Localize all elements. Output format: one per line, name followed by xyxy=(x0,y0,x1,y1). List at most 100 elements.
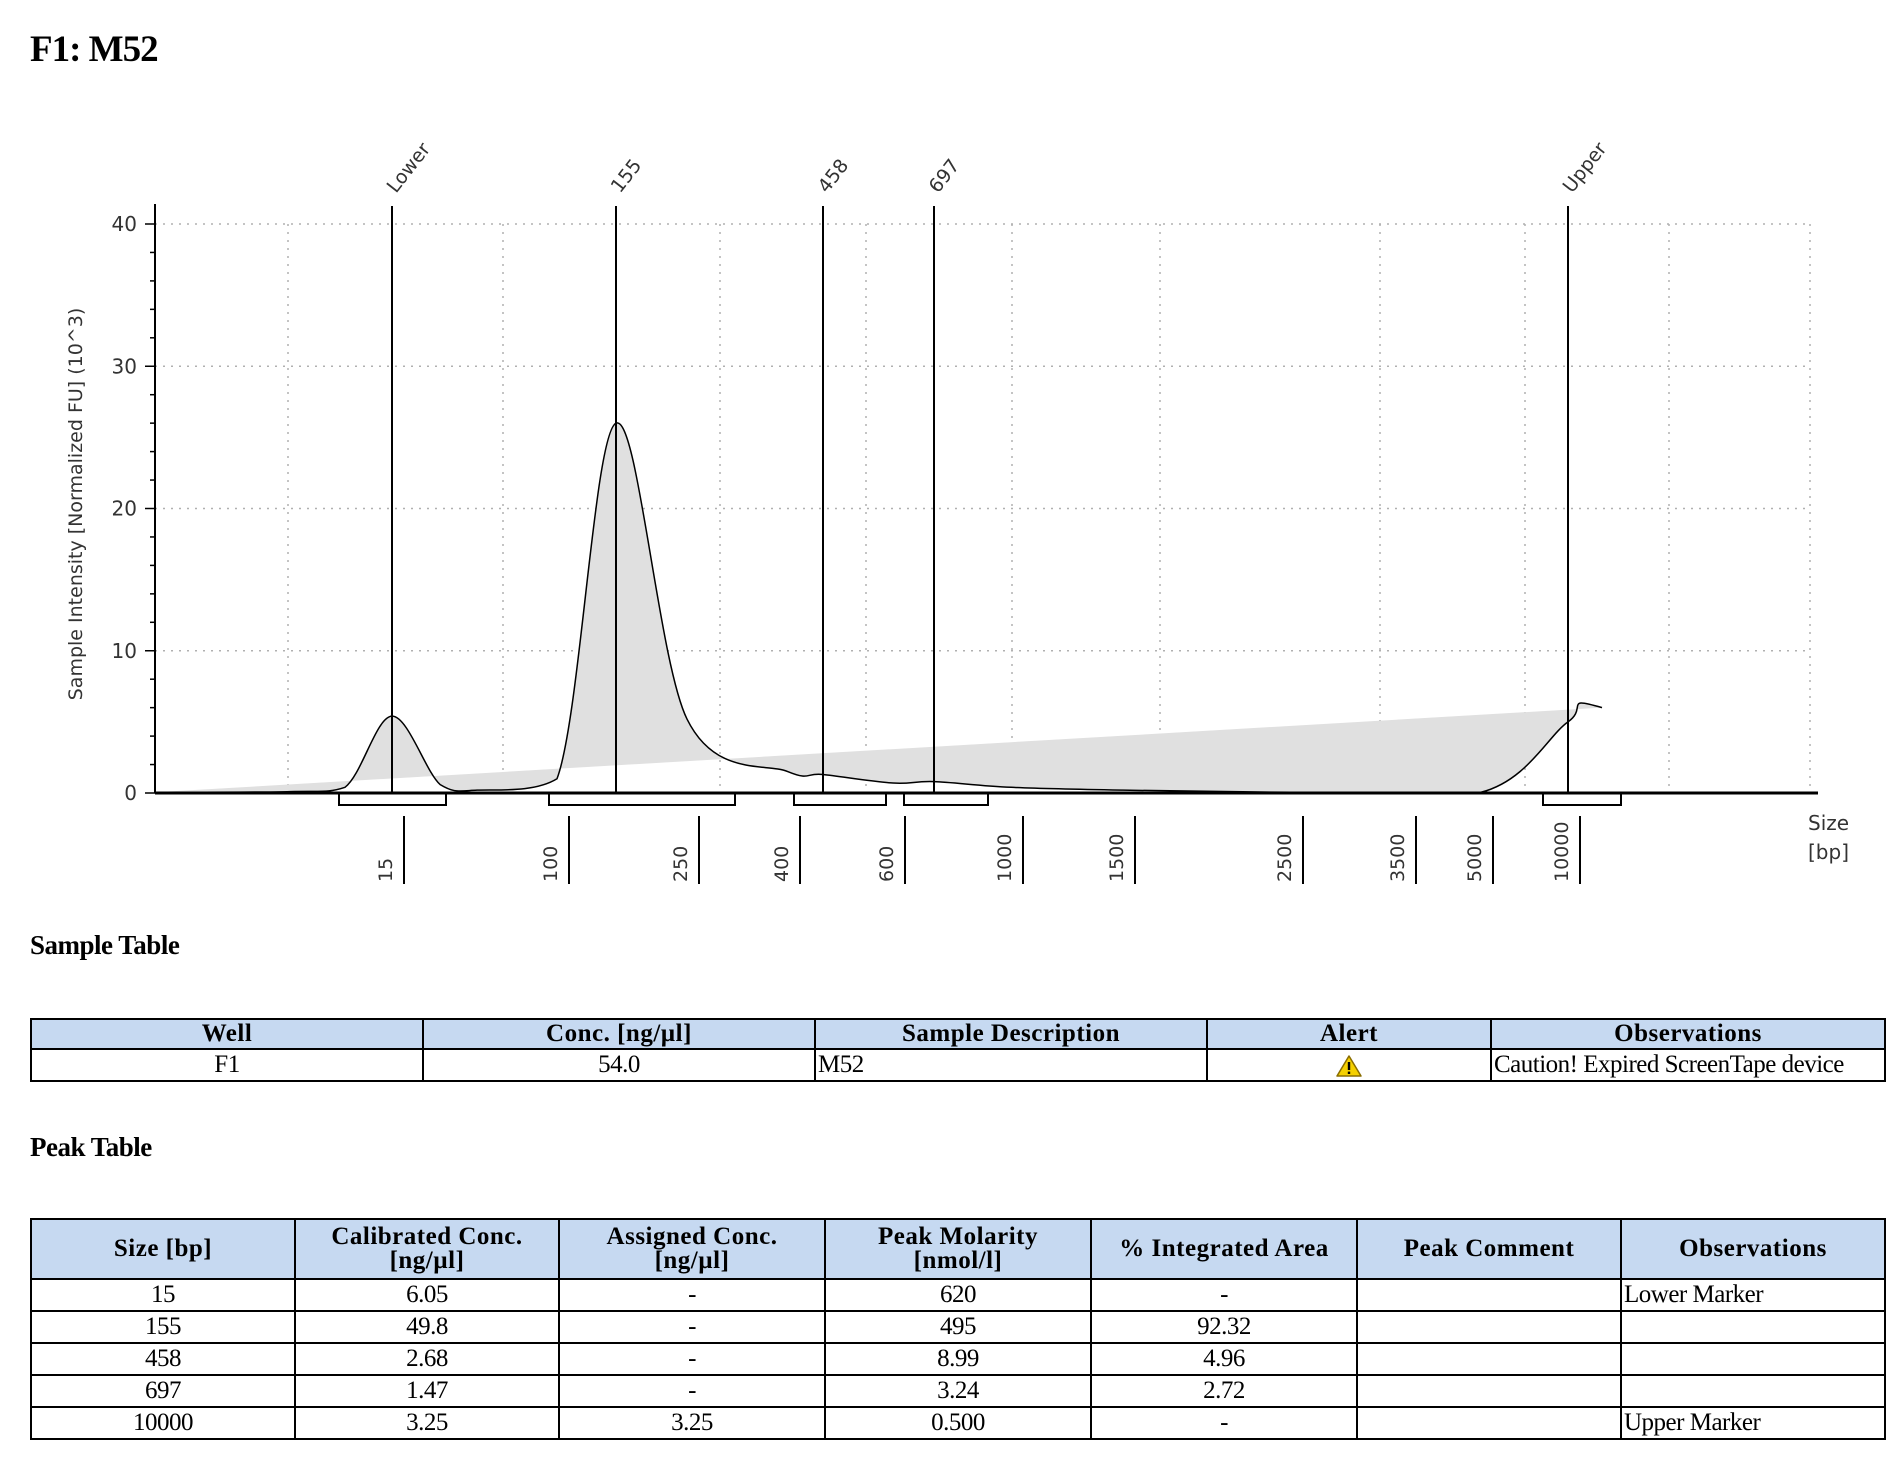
peak-header-comment: Peak Comment xyxy=(1356,1218,1622,1280)
table-row: 10000 3.25 3.25 0.500 - Upper Marker xyxy=(30,1406,1886,1440)
peak-header-calibrated-conc: Calibrated Conc. [ng/µl] xyxy=(294,1218,560,1280)
sample-table: Well Conc. [ng/µl] Sample Description Al… xyxy=(30,1018,1886,1082)
sample-header-well: Well xyxy=(30,1018,424,1050)
peak-size: 697 xyxy=(30,1374,296,1408)
peak-label: Lower xyxy=(383,139,435,198)
table-row: 458 2.68 - 8.99 4.96 xyxy=(30,1342,1886,1376)
peak-integrated-area: 4.96 xyxy=(1090,1342,1358,1376)
x-tick-label: 15 xyxy=(375,858,397,882)
peak-molarity: 0.500 xyxy=(824,1406,1092,1440)
peak-assigned-conc: - xyxy=(558,1374,826,1408)
peak-header-size: Size [bp] xyxy=(30,1218,296,1280)
table-row: F1 54.0 M52 Caution! Expired ScreenTape … xyxy=(30,1048,1886,1082)
x-tick-label: 100 xyxy=(540,846,562,882)
x-tick-label: 250 xyxy=(670,846,692,882)
peak-assigned-conc: - xyxy=(558,1342,826,1376)
sample-description: M52 xyxy=(814,1048,1208,1082)
peak-comment xyxy=(1356,1374,1622,1408)
sample-observations: Caution! Expired ScreenTape device xyxy=(1490,1048,1886,1082)
integration-bracket xyxy=(903,793,989,806)
peak-molarity: 620 xyxy=(824,1278,1092,1312)
page-title: F1: M52 xyxy=(30,29,159,70)
peak-molarity: 495 xyxy=(824,1310,1092,1344)
integration-bracket xyxy=(793,793,887,806)
peak-size: 458 xyxy=(30,1342,296,1376)
peak-molarity: 3.24 xyxy=(824,1374,1092,1408)
sample-header-conc: Conc. [ng/µl] xyxy=(422,1018,816,1050)
sample-header-description: Sample Description xyxy=(814,1018,1208,1050)
sample-table-title: Sample Table xyxy=(30,930,180,960)
table-row: 155 49.8 - 495 92.32 xyxy=(30,1310,1886,1344)
peak-table: Size [bp] Calibrated Conc. [ng/µl] Assign… xyxy=(30,1218,1886,1440)
peak-observations: Upper Marker xyxy=(1620,1406,1886,1440)
peak-size: 15 xyxy=(30,1278,296,1312)
peak-comment xyxy=(1356,1310,1622,1344)
peak-header-molarity: Peak Molarity [nmol/l] xyxy=(824,1218,1092,1280)
sample-table-header-row: Well Conc. [ng/µl] Sample Description Al… xyxy=(30,1018,1886,1050)
peak-labels: Lower 155 458 697 Upper xyxy=(383,138,1612,197)
peak-comment xyxy=(1356,1278,1622,1312)
peak-brackets xyxy=(338,793,1622,806)
peak-size: 155 xyxy=(30,1310,296,1344)
peak-observations xyxy=(1620,1374,1886,1408)
peak-integrated-area: - xyxy=(1090,1278,1358,1312)
x-axis-label-line1: Size xyxy=(1808,811,1849,835)
peak-comment xyxy=(1356,1406,1622,1440)
y-tick-label: 20 xyxy=(112,497,137,521)
integration-bracket xyxy=(1542,793,1622,806)
x-tick-label: 400 xyxy=(771,846,793,882)
chart-grid xyxy=(155,223,1811,793)
x-tick-label: 5000 xyxy=(1464,834,1486,882)
x-tick-label: 2500 xyxy=(1274,834,1296,882)
peak-calibrated-conc: 49.8 xyxy=(294,1310,560,1344)
chart-axes xyxy=(154,204,1818,795)
peak-observations: Lower Marker xyxy=(1620,1278,1886,1312)
y-tick-label: 10 xyxy=(112,639,137,663)
table-row: 15 6.05 - 620 - Lower Marker xyxy=(30,1278,1886,1312)
peak-observations xyxy=(1620,1310,1886,1344)
peak-calibrated-conc: 2.68 xyxy=(294,1342,560,1376)
y-tick-label: 40 xyxy=(112,212,137,236)
sample-well: F1 xyxy=(30,1048,424,1082)
peak-calibrated-conc: 6.05 xyxy=(294,1278,560,1312)
peak-header-assigned-conc: Assigned Conc. [ng/µl] xyxy=(558,1218,826,1280)
x-tick-label: 1500 xyxy=(1106,834,1128,882)
peak-integrated-area: 2.72 xyxy=(1090,1374,1358,1408)
peak-integrated-area: - xyxy=(1090,1406,1358,1440)
peak-header-integrated-area: % Integrated Area xyxy=(1090,1218,1358,1280)
peak-comment xyxy=(1356,1342,1622,1376)
x-tick-label: 10000 xyxy=(1551,822,1573,882)
sample-conc: 54.0 xyxy=(422,1048,816,1082)
y-axis-ticks: 0 10 20 30 40 xyxy=(112,212,155,805)
integration-bracket xyxy=(548,793,736,806)
peak-marker-lines xyxy=(391,206,1569,793)
peak-label: 155 xyxy=(607,155,647,197)
peak-integrated-area: 92.32 xyxy=(1090,1310,1358,1344)
y-axis-label: Sample Intensity [Normalized FU] (10^3) xyxy=(65,308,87,701)
peak-calibrated-conc: 1.47 xyxy=(294,1374,560,1408)
sample-alert xyxy=(1206,1048,1492,1082)
peak-table-header-row: Size [bp] Calibrated Conc. [ng/µl] Assign… xyxy=(30,1218,1886,1280)
x-tick-label: 600 xyxy=(876,846,898,882)
table-row: 697 1.47 - 3.24 2.72 xyxy=(30,1374,1886,1408)
x-axis-label-line2: [bp] xyxy=(1808,840,1849,864)
peak-label: Upper xyxy=(1559,138,1612,197)
peak-header-observations: Observations xyxy=(1620,1218,1886,1280)
y-tick-label: 0 xyxy=(124,781,137,805)
peak-table-title: Peak Table xyxy=(30,1132,152,1162)
electropherogram-chart: 0 10 20 30 40 15 100 250 400 600 1000 1500 2500 3500… xyxy=(65,138,1849,884)
peak-label: 458 xyxy=(814,155,854,197)
sample-header-alert: Alert xyxy=(1206,1018,1492,1050)
peak-size: 10000 xyxy=(30,1406,296,1440)
warning-icon xyxy=(1336,1055,1362,1078)
peak-assigned-conc: - xyxy=(558,1310,826,1344)
x-tick-label: 3500 xyxy=(1387,834,1409,882)
y-tick-label: 30 xyxy=(112,354,137,378)
peak-assigned-conc: - xyxy=(558,1278,826,1312)
peak-observations xyxy=(1620,1342,1886,1376)
peak-assigned-conc: 3.25 xyxy=(558,1406,826,1440)
trace-area xyxy=(155,422,1602,793)
sample-header-observations: Observations xyxy=(1490,1018,1886,1050)
peak-label: 697 xyxy=(925,155,965,197)
integration-bracket xyxy=(338,793,447,806)
